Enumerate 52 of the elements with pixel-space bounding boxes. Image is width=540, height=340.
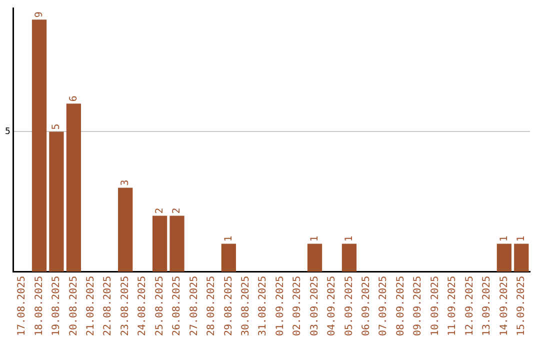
x-tick-label: 29.08.2025: [223, 276, 234, 336]
data-label: 1: [516, 236, 527, 242]
bar: [152, 216, 168, 272]
data-label: 3: [120, 180, 131, 186]
x-tick-label: 10.09.2025: [430, 276, 441, 336]
bar: [66, 104, 82, 272]
data-label: 1: [344, 236, 355, 242]
data-label: 6: [68, 96, 80, 102]
x-tick-label: 09.09.2025: [412, 276, 424, 336]
x-tick-label: 12.09.2025: [464, 276, 476, 336]
x-tick-label: 17.08.2025: [16, 276, 28, 336]
x-tick-label: 28.08.2025: [206, 276, 218, 336]
data-label: 9: [34, 12, 45, 18]
bar: [496, 244, 512, 272]
x-tick-label: 01.09.2025: [274, 276, 286, 336]
data-label: 2: [154, 208, 166, 214]
data-label: 5: [51, 124, 62, 130]
x-tick-label: 11.09.2025: [447, 276, 458, 336]
x-tick-label: 20.08.2025: [68, 276, 80, 336]
x-tick-label: 14.09.2025: [498, 276, 510, 336]
bar: [49, 132, 64, 272]
data-label: 2: [172, 208, 183, 214]
data-label: 1: [223, 236, 234, 242]
x-tick-label: 07.09.2025: [378, 276, 390, 336]
x-tick-label: 03.09.2025: [309, 276, 320, 336]
x-tick-label: 22.08.2025: [102, 276, 114, 336]
x-tick-label: 24.08.2025: [137, 276, 148, 336]
x-tick-label: 08.09.2025: [395, 276, 406, 336]
bar: [32, 20, 47, 272]
data-label: 1: [309, 236, 320, 242]
x-tick-label: 23.08.2025: [120, 276, 131, 336]
x-tick-label: 04.09.2025: [326, 276, 338, 336]
bar: [342, 244, 357, 272]
x-tick-label: 05.09.2025: [344, 276, 355, 336]
x-tick-label: 30.08.2025: [240, 276, 252, 336]
x-tick-label: 02.09.2025: [292, 276, 304, 336]
bar: [118, 188, 133, 272]
x-tick-label: 31.08.2025: [258, 276, 269, 336]
data-label: 1: [498, 236, 510, 242]
x-tick-label: 26.08.2025: [172, 276, 183, 336]
bar: [221, 244, 236, 272]
x-tick-label: 13.09.2025: [482, 276, 493, 336]
bar: [170, 216, 184, 272]
bar: [514, 244, 529, 272]
x-tick-label: 19.08.2025: [51, 276, 62, 336]
x-tick-label: 27.08.2025: [188, 276, 200, 336]
x-tick-label: 06.09.2025: [361, 276, 372, 336]
x-tick-label: 15.09.2025: [516, 276, 527, 336]
x-tick-label: 25.08.2025: [154, 276, 166, 336]
x-tick-label: 21.08.2025: [86, 276, 96, 336]
x-tick-label: 18.08.2025: [34, 276, 45, 336]
bar: [307, 244, 322, 272]
